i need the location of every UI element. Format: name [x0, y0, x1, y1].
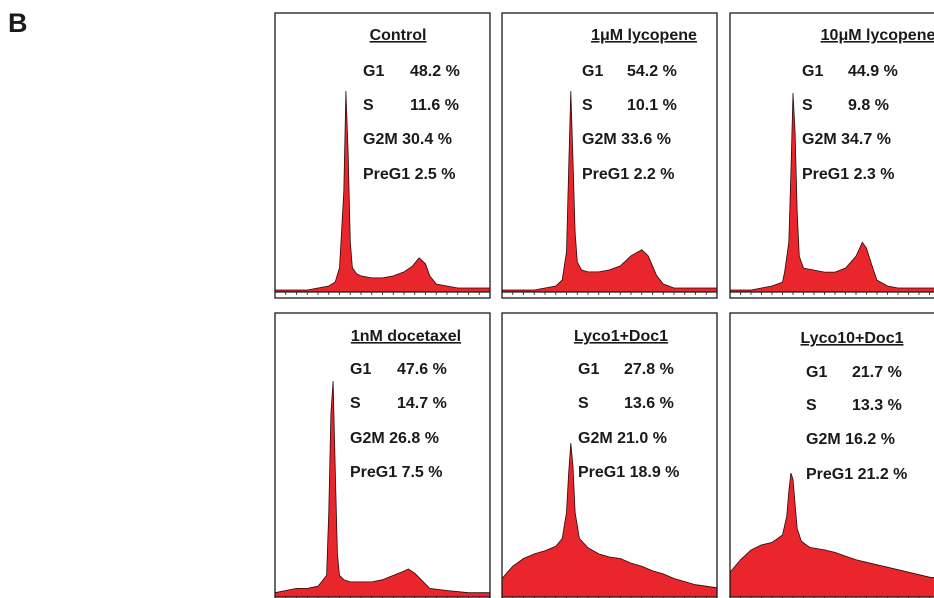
- phase-value: 21.7 %: [852, 364, 902, 381]
- phase-label: S: [802, 97, 813, 114]
- panel-frame: [501, 12, 718, 299]
- phase-label: G1: [578, 361, 599, 378]
- phase-value: 54.2 %: [627, 63, 677, 80]
- histogram-area: [502, 90, 717, 293]
- phase-value: 14.7 %: [397, 395, 447, 412]
- panel-frame: [729, 12, 934, 299]
- histogram-area: [275, 90, 490, 293]
- phase-label: PreG1 7.5 %: [350, 464, 443, 481]
- phase-value: 13.3 %: [852, 397, 902, 414]
- panel-title: Control: [370, 27, 427, 44]
- phase-label: G1: [802, 63, 823, 80]
- histogram-area: [502, 442, 717, 598]
- histogram-panel-4: [275, 380, 490, 598]
- panel-title: Lyco10+Doc1: [800, 330, 903, 347]
- phase-label: S: [363, 97, 374, 114]
- phase-value: 11.6 %: [410, 97, 459, 114]
- phase-label: G2M 26.8 %: [350, 430, 439, 447]
- histogram-area: [730, 92, 934, 293]
- histogram-panel-6: [730, 472, 934, 598]
- phase-label: S: [350, 395, 361, 412]
- phase-label: PreG1 21.2 %: [806, 466, 907, 483]
- phase-value: 13.6 %: [624, 395, 674, 412]
- phase-label: G2M 34.7 %: [802, 131, 891, 148]
- phase-label: PreG1 2.2 %: [582, 166, 675, 183]
- phase-value: 27.8 %: [624, 361, 674, 378]
- phase-label: G1: [806, 364, 827, 381]
- panel-title: 10μM lycopene: [821, 27, 934, 44]
- phase-label: PreG1 18.9 %: [578, 464, 679, 481]
- phase-label: G2M 21.0 %: [578, 430, 667, 447]
- phase-label: G1: [350, 361, 371, 378]
- phase-value: 10.1 %: [627, 97, 677, 114]
- phase-label: S: [806, 397, 817, 414]
- phase-value: 44.9 %: [848, 63, 898, 80]
- phase-label: G1: [582, 63, 603, 80]
- histogram-panel-1: [275, 90, 490, 295]
- phase-label: S: [582, 97, 593, 114]
- panel-frame: [501, 312, 718, 598]
- panel-title: 1nM docetaxel: [351, 328, 461, 345]
- phase-label: PreG1 2.3 %: [802, 166, 895, 183]
- phase-label: G2M 16.2 %: [806, 431, 895, 448]
- histogram-area: [275, 380, 490, 598]
- phase-value: 9.8 %: [848, 97, 889, 114]
- panel-title: Lyco1+Doc1: [574, 328, 668, 345]
- panel-frame: [274, 12, 491, 299]
- phase-value: 48.2 %: [410, 63, 460, 80]
- phase-label: G2M 30.4 %: [363, 131, 452, 148]
- phase-value: 47.6 %: [397, 361, 447, 378]
- panel-label: B: [8, 8, 28, 38]
- phase-label: S: [578, 395, 589, 412]
- histogram-panel-2: [502, 90, 717, 295]
- phase-label: G2M 33.6 %: [582, 131, 671, 148]
- panel-title: 1μM lycopene: [591, 27, 697, 44]
- histogram-area: [730, 472, 934, 598]
- panel-frame: [729, 312, 934, 598]
- phase-label: PreG1 2.5 %: [363, 166, 456, 183]
- panel-frame: [274, 312, 491, 598]
- phase-label: G1: [363, 63, 384, 80]
- histogram-panel-3: [730, 92, 934, 295]
